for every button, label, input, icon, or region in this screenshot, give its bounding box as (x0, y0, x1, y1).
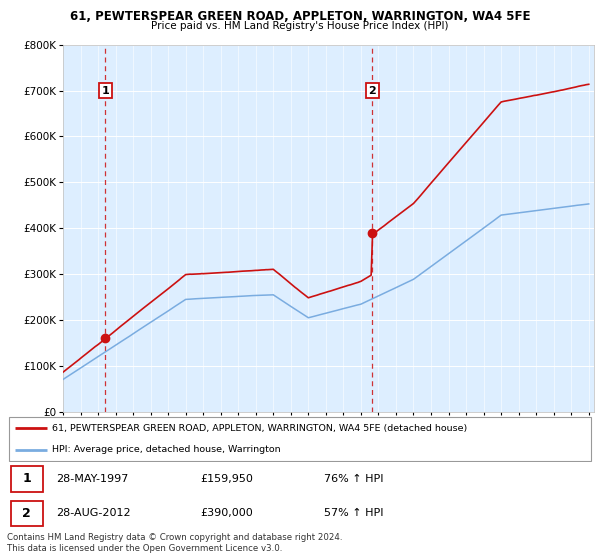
Text: 28-MAY-1997: 28-MAY-1997 (56, 474, 128, 484)
Text: Price paid vs. HM Land Registry's House Price Index (HPI): Price paid vs. HM Land Registry's House … (151, 21, 449, 31)
Text: 1: 1 (22, 473, 31, 486)
Text: HPI: Average price, detached house, Warrington: HPI: Average price, detached house, Warr… (52, 445, 280, 454)
Text: 61, PEWTERSPEAR GREEN ROAD, APPLETON, WARRINGTON, WA4 5FE (detached house): 61, PEWTERSPEAR GREEN ROAD, APPLETON, WA… (52, 424, 467, 433)
Text: 1: 1 (101, 86, 109, 96)
Text: £390,000: £390,000 (200, 508, 253, 519)
Text: £159,950: £159,950 (200, 474, 253, 484)
Bar (11, 501, 43, 526)
Text: 28-AUG-2012: 28-AUG-2012 (56, 508, 131, 519)
Bar (11, 466, 43, 492)
Text: 76% ↑ HPI: 76% ↑ HPI (323, 474, 383, 484)
Text: 2: 2 (22, 507, 31, 520)
Text: 61, PEWTERSPEAR GREEN ROAD, APPLETON, WARRINGTON, WA4 5FE: 61, PEWTERSPEAR GREEN ROAD, APPLETON, WA… (70, 10, 530, 23)
Text: Contains HM Land Registry data © Crown copyright and database right 2024.
This d: Contains HM Land Registry data © Crown c… (7, 533, 343, 553)
Text: 57% ↑ HPI: 57% ↑ HPI (323, 508, 383, 519)
Text: 2: 2 (368, 86, 376, 96)
